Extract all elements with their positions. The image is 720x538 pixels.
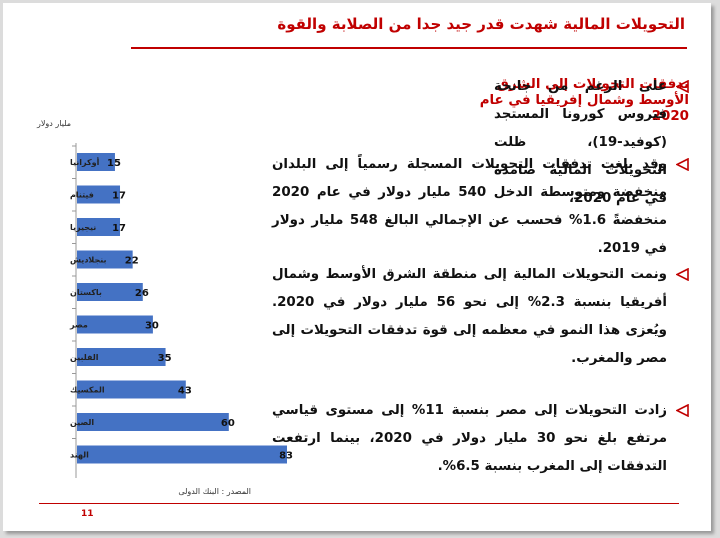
bar [77,283,143,301]
bar [77,315,153,334]
value-label: 30 [145,321,159,332]
category-label: بنجلاديش [70,256,107,266]
bar [77,185,121,204]
title-divider [131,47,687,49]
bullet-arrow-icon [676,268,689,281]
bullet-arrow-icon [676,404,689,417]
value-label: 15 [107,158,121,169]
source-note: المصدر : البنك الدولى [178,487,251,496]
bullet-3: ونمت التحويلات المالية إلى منطقة الشرق ا… [272,261,689,373]
category-label: باكستان [70,288,102,297]
chart-unit-label: مليار دولار [37,119,72,128]
bar [77,445,287,464]
value-label: 17 [112,191,126,202]
value-label: 43 [178,386,192,397]
footer-divider [39,503,679,504]
bullet-2-text: وقد بلغت تدفقات التحويلات المسجلة رسمياً… [272,157,667,256]
category-label: مصر [69,321,88,330]
category-label: الفلبين [70,353,99,362]
bullet-arrow-icon [676,158,689,171]
bar [77,250,133,269]
category-label: أوكرانيا [70,157,100,167]
bullet-1: على الرغم من جانحة فيروس كورونا المستجد … [272,73,689,213]
bar [77,218,121,236]
slide-title: التحويلات المالية شهدت قدر جيد جدا من ال… [277,15,685,33]
value-label: 17 [112,223,126,234]
bullet-3-text: ونمت التحويلات المالية إلى منطقة الشرق ا… [272,267,667,366]
bar [77,348,166,366]
value-label: 26 [135,288,149,299]
bullet-arrow-icon [676,80,689,93]
bullet-2: وقد بلغت تدفقات التحويلات المسجلة رسمياً… [272,151,689,263]
page-number: 11 [81,509,94,519]
bar [77,153,115,171]
category-label: فيتنام [70,191,94,200]
value-label: 83 [279,451,293,462]
bullet-1-text: على الرغم من جانحة فيروس كورونا المستجد … [494,79,667,206]
remittances-bar-chart: أوكرانيا 15 فيتنام 17 نيجيريا 17 بنجلاديش 22 باك… [69,143,293,478]
bar [77,380,186,399]
bar [77,413,229,431]
value-label: 60 [221,418,235,429]
chart-headline: تدفقات التحويلات إلى الشرق الأوسط وشمال … [479,77,689,124]
category-label: الصين [70,418,94,427]
bullet-4-text: زادت التحويلات إلى مصر بنسبة 11% إلى مست… [272,403,667,474]
category-label: الهند [70,451,89,460]
value-label: 22 [125,256,139,267]
slide: التحويلات المالية شهدت قدر جيد جدا من ال… [3,3,711,531]
category-label: المكسيك [70,386,105,395]
bullet-4: زادت التحويلات إلى مصر بنسبة 11% إلى مست… [272,397,689,481]
category-label: نيجيريا [70,223,96,232]
value-label: 35 [158,353,172,364]
